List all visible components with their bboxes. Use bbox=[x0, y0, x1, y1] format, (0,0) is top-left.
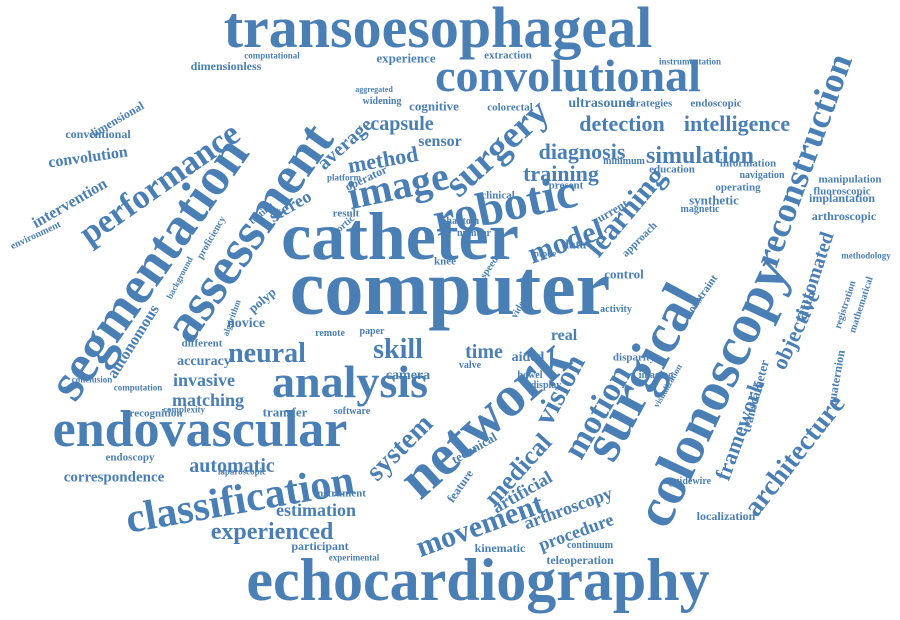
cloud-word: training bbox=[523, 161, 599, 186]
cloud-word: conventional bbox=[65, 127, 131, 141]
cloud-word: experience bbox=[376, 50, 436, 66]
cloud-word: control bbox=[604, 266, 644, 282]
cloud-word: fluoroscopic bbox=[813, 185, 871, 198]
cloud-word: invasive bbox=[172, 370, 236, 390]
cloud-word: analysis bbox=[272, 356, 428, 407]
cloud-word: number bbox=[457, 228, 491, 239]
cloud-word: polyp bbox=[245, 284, 279, 316]
cloud-word: transoesophageal bbox=[223, 0, 653, 60]
cloud-word: estimation bbox=[276, 500, 356, 520]
cloud-word: remote bbox=[315, 328, 345, 339]
cloud-word: time bbox=[465, 341, 503, 363]
cloud-word: paper bbox=[359, 326, 385, 337]
cloud-word: navigation bbox=[739, 170, 785, 181]
cloud-word: clinical bbox=[481, 189, 515, 202]
cloud-word: experimental bbox=[328, 552, 380, 563]
cloud-word: skill bbox=[373, 334, 423, 365]
cloud-word: convolution bbox=[47, 143, 129, 172]
cloud-word: echocardiography bbox=[246, 547, 710, 613]
cloud-word: neural bbox=[228, 338, 306, 369]
cloud-word: conclusion bbox=[71, 374, 113, 385]
cloud-word: real bbox=[550, 327, 578, 344]
cloud-word: instrument bbox=[314, 487, 366, 500]
cloud-word: information bbox=[719, 157, 777, 170]
cloud-word: widening bbox=[362, 96, 402, 107]
cloud-word: implantation bbox=[808, 191, 876, 205]
cloud-word: transfer bbox=[262, 404, 308, 420]
cloud-word: convolutional bbox=[435, 50, 701, 101]
cloud-word: endoscopy bbox=[105, 451, 155, 464]
cloud-word: quaternion bbox=[824, 348, 848, 408]
cloud-word: localization bbox=[696, 509, 756, 523]
cloud-word: computational bbox=[244, 50, 300, 61]
cloud-word: aggregated bbox=[355, 85, 393, 94]
cloud-word: present bbox=[548, 179, 584, 192]
cloud-word: phantom bbox=[440, 216, 480, 227]
cloud-word: correspondence bbox=[63, 469, 165, 486]
cloud-word: sensor bbox=[418, 133, 462, 150]
cloud-word: aided bbox=[511, 350, 545, 365]
cloud-word: minimum bbox=[603, 156, 645, 167]
cloud-word: platform bbox=[327, 172, 361, 183]
cloud-word: dimensionless bbox=[190, 59, 262, 73]
cloud-word: kinematic bbox=[474, 541, 526, 555]
cloud-word: arthroscopic bbox=[811, 209, 877, 223]
cloud-word: operating bbox=[715, 181, 761, 194]
cloud-word: continuum bbox=[566, 540, 614, 551]
cloud-word: valve bbox=[458, 360, 482, 371]
cloud-word: accuracy bbox=[177, 354, 231, 369]
cloud-word: methodology bbox=[841, 250, 891, 261]
cloud-word: display bbox=[530, 380, 562, 391]
cloud-word: complexity bbox=[163, 404, 205, 415]
cloud-word: simulation bbox=[645, 143, 755, 169]
cloud-word: manipulation bbox=[818, 173, 882, 186]
cloud-word: camera bbox=[385, 368, 431, 383]
cloud-word: result bbox=[332, 207, 360, 220]
cloud-word: different bbox=[181, 337, 223, 350]
cloud-word: capsule bbox=[370, 113, 434, 135]
cloud-word: data bbox=[561, 236, 587, 252]
cloud-word: participant bbox=[291, 539, 349, 553]
cloud-word: recognition bbox=[129, 407, 183, 420]
cloud-word: ultrasound bbox=[568, 96, 634, 111]
cloud-word: guidewire bbox=[668, 476, 712, 487]
cloud-word: laparoscopic bbox=[217, 466, 267, 477]
cloud-word: teleoperation bbox=[546, 553, 614, 567]
cloud-word: synthetic bbox=[689, 192, 739, 208]
cloud-word: automatic bbox=[189, 455, 275, 477]
cloud-word: detection bbox=[579, 111, 665, 136]
cloud-word: catheter bbox=[281, 198, 519, 274]
cloud-word: cognitive bbox=[409, 98, 459, 114]
cloud-word: magnetic bbox=[680, 204, 720, 215]
cloud-word: intelligence bbox=[683, 111, 791, 136]
cloud-word: strategies bbox=[627, 97, 673, 110]
cloud-word: imaging bbox=[638, 370, 674, 381]
cloud-word: disparity bbox=[612, 351, 656, 364]
cloud-word: experienced bbox=[210, 519, 334, 545]
cloud-word: endoscopic bbox=[690, 97, 742, 110]
cloud-word: computer bbox=[289, 244, 611, 331]
cloud-word: novice bbox=[226, 316, 266, 331]
cloud-word: endovascular bbox=[52, 401, 348, 458]
cloud-word: activity bbox=[600, 304, 632, 315]
cloud-word: computation bbox=[113, 382, 163, 393]
cloud-word: extraction bbox=[484, 49, 532, 62]
cloud-word: probe bbox=[533, 248, 557, 259]
cloud-word: education bbox=[649, 163, 695, 176]
cloud-word: knee bbox=[434, 255, 456, 268]
cloud-word: instrumentation bbox=[658, 56, 722, 67]
cloud-word: bowel bbox=[517, 370, 543, 381]
cloud-word: software bbox=[333, 406, 371, 417]
cloud-word: diagnosis bbox=[538, 139, 626, 164]
cloud-word: matching bbox=[172, 390, 244, 410]
cloud-word: colorectal bbox=[487, 101, 533, 114]
